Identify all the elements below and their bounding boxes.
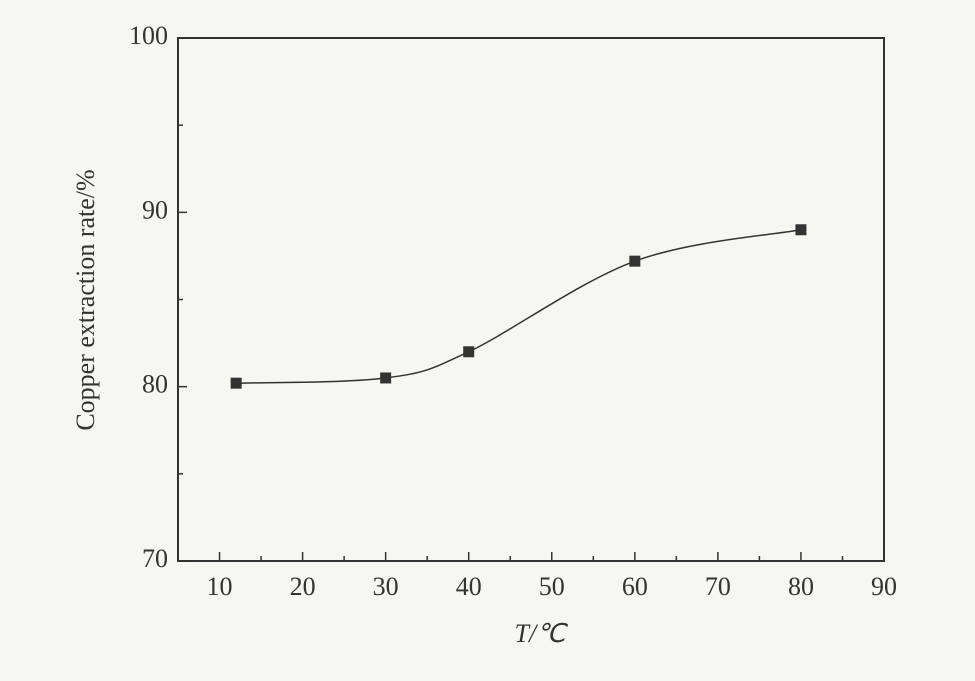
marker [629,255,641,267]
x-tick-label: 50 [539,572,565,601]
x-tick-label: 30 [373,572,399,601]
x-tick-label: 20 [290,572,316,601]
x-tick-label: 70 [705,572,731,601]
x-tick-label: 60 [622,572,648,601]
x-tick-label: 90 [871,572,897,601]
marker [795,224,807,236]
series-line [236,229,802,384]
x-axis-label: T/℃ [515,619,569,648]
y-tick-label: 90 [142,195,168,224]
y-tick-label: 100 [129,21,168,50]
marker [380,372,392,384]
y-axis-label: Copper extraction rate/% [71,169,100,430]
y-tick-label: 80 [142,370,168,399]
x-tick-label: 40 [456,572,482,601]
y-tick-label: 70 [142,544,168,573]
x-tick-label: 80 [788,572,814,601]
marker [463,346,475,358]
marker [230,377,242,389]
x-tick-label: 10 [207,572,233,601]
